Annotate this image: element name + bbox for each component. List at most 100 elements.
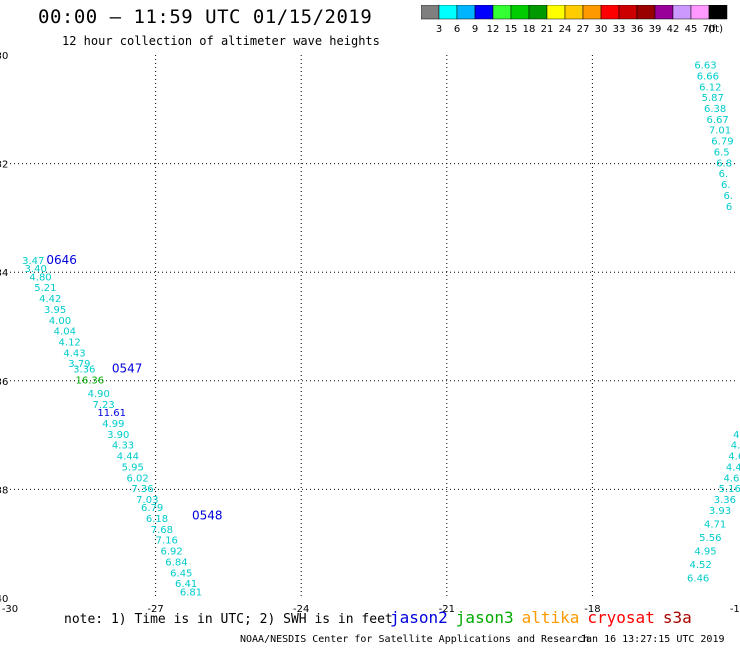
pass-time-label: 0646 [46,253,77,267]
wave-height-value: 4.69 [723,473,740,484]
wave-height-value: 3.47 [22,256,44,267]
wave-height-value: 6 [726,202,732,213]
color-bin-label: 3 [436,24,442,35]
color-bin [708,5,728,20]
wave-height-value: 5.21 [34,283,56,294]
map-subtitle: 12 hour collection of altimeter wave hei… [62,34,380,48]
wave-height-value: 4 [733,430,739,441]
footer-timestamp: Jan 16 13:27:15 UTC 2019 [580,634,725,645]
wave-height-value: 4.71 [704,519,726,530]
wave-height-value: 7.03 [136,495,158,506]
wave-height-value: 4.52 [689,560,711,571]
satellite-legend-item: s3a [662,608,692,627]
wave-height-value: 16.36 [76,376,105,387]
wave-height-value: 3.90 [107,430,129,441]
color-bin-label: 27 [577,24,590,35]
color-bin-label: 9 [472,24,478,35]
wave-height-value: 3.79 [68,359,90,370]
wave-height-value: 4.42 [39,294,61,305]
wave-height-value: 3.36 [714,495,736,506]
satellite-legend-item: cryosat [587,608,655,627]
map-title: 00:00 – 11:59 UTC 01/15/2019 [38,6,373,28]
color-bin-label: 21 [541,24,554,35]
wave-height-value: 4. [731,441,740,452]
wave-height-value: 3.93 [709,506,731,517]
wave-height-value: 6.79 [141,503,163,514]
wave-height-value: 5.95 [122,462,144,473]
wave-height-value: 6.12 [699,82,721,93]
wave-height-value: 4.90 [88,389,110,400]
color-bin-label: 45 [685,24,698,35]
wave-height-value: 7.23 [93,400,115,411]
wave-height-value: 4.00 [49,316,71,327]
wave-height-value: 5.87 [702,93,724,104]
longitude-tick-label: -18 [584,604,600,612]
latitude-tick-label: -38 [0,485,8,496]
wave-height-value: 5.56 [699,533,721,544]
wave-height-value: 4.44 [117,452,139,463]
wave-height-value: 7.01 [709,126,731,137]
color-bin-label: 70 [703,24,716,35]
wave-height-value: 6.81 [180,587,202,598]
longitude-tick-label: -21 [439,604,455,612]
wave-height-map: -30 -27 -24 -21 -18 -15 -30 -32 -34 -36 -38 -40 3.47… [0,51,740,612]
color-bin-label: 6 [454,24,460,35]
wave-height-value: 11.61 [97,408,126,419]
wave-height-value: 6.5 [714,147,730,158]
wave-height-value: 3.36 [73,365,95,376]
footer-credit: NOAA/NESDIS Center for Satellite Applica… [240,634,590,645]
wave-height-value: 4.33 [112,441,134,452]
wave-height-value: 6.46 [687,574,709,585]
wave-height-value: 4.80 [29,272,51,283]
wave-height-value: 6.67 [706,115,728,126]
wave-height-value: 4.12 [59,338,81,349]
wave-height-value: 4.95 [694,547,716,558]
color-bin-label: 30 [595,24,608,35]
longitude-tick-label: -15 [730,604,740,612]
wave-height-value: 7.68 [151,525,173,536]
latitude-tick-label: -40 [0,594,8,605]
longitude-tick-label: -27 [147,604,163,612]
wave-height-value: 4.04 [54,327,76,338]
latitude-tick-label: -36 [0,377,8,388]
pass-time-label: 0548 [192,508,223,522]
satellite-legend-item: altika [521,608,580,627]
latitude-tick-label: -30 [0,51,8,62]
wave-height-value: 6. [719,169,729,180]
color-scale-legend: 3 6 9 12 15 18 21 24 27 30 33 36 39 42 45 70(ft) [421,5,728,35]
pass-time-label: 0547 [112,362,143,376]
wave-height-value: 4.6 [728,452,740,463]
longitude-tick-label: -30 [2,604,18,612]
wave-height-value: 6.66 [697,71,719,82]
wave-height-value: 6.79 [711,137,733,148]
wave-height-value: 4.4 [726,462,740,473]
wave-height-value: 4.99 [102,419,124,430]
wave-height-value: 6.8 [716,158,732,169]
wave-height-value: 6.84 [165,557,187,568]
wave-height-value: 6. [721,180,731,191]
color-bin-label: 18 [523,24,536,35]
wave-height-value: 6.38 [704,104,726,115]
wave-height-value: 5.16 [719,484,740,495]
wave-height-value: 3.95 [44,305,66,316]
wave-height-value: 4.43 [63,348,85,359]
satellite-legend: jason2 jason3 altika cryosat s3a [390,608,700,627]
wave-height-value: 7.16 [156,536,178,547]
color-bin-label: 39 [649,24,662,35]
longitude-tick-label: -24 [293,604,309,612]
color-bin-label: 12 [487,24,500,35]
satellite-legend-item: jason3 [455,608,514,627]
wave-height-value: 6.92 [160,547,182,558]
units-note: note: 1) Time is in UTC; 2) SWH is in fe… [64,612,393,627]
wave-height-value: 7.36 [131,484,153,495]
color-bin-label: 15 [505,24,518,35]
wave-height-value: 6.02 [126,473,148,484]
color-bin-label: 33 [613,24,626,35]
wave-height-value: 3.40 [25,264,47,275]
color-scale-unit: (ft) [708,24,723,35]
latitude-tick-label: -34 [0,268,8,279]
wave-height-value: 6.63 [694,61,716,72]
latitude-tick-label: -32 [0,160,8,171]
color-bin-label: 42 [667,24,680,35]
wave-height-value: 6. [723,191,733,202]
